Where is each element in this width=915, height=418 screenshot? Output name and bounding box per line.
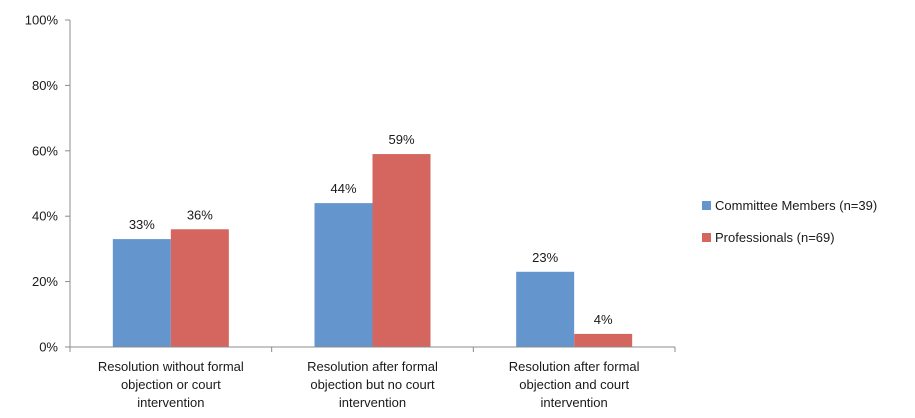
data-labels: 33% 44% 23% 36% 59% 4%	[129, 132, 613, 327]
bars	[112, 154, 633, 347]
x-category-label-line: objection and court	[519, 377, 629, 392]
x-category-label-line: intervention	[137, 395, 204, 410]
x-category-label: Resolution after formal objection but no …	[307, 359, 438, 410]
bar-committee-members	[516, 271, 575, 347]
y-tick-label: 0%	[39, 340, 58, 355]
bar-professionals	[574, 333, 633, 347]
y-tick-label: 80%	[32, 78, 58, 93]
y-tick-label: 100%	[25, 13, 59, 28]
data-label-committee-members: 33%	[129, 217, 155, 232]
legend-swatch-committee-members	[702, 200, 711, 210]
y-tick-label: 20%	[32, 274, 58, 289]
y-tick-label: 60%	[32, 143, 58, 158]
x-category-label-line: Resolution without formal	[98, 359, 244, 374]
bar-committee-members	[112, 239, 171, 347]
data-label-professionals: 59%	[388, 132, 414, 147]
legend-label-professionals: Professionals (n=69)	[715, 229, 835, 245]
legend-item-committee-members: Committee Members (n=39)	[702, 196, 877, 214]
data-label-professionals: 36%	[187, 207, 213, 222]
data-label-committee-members: 23%	[532, 250, 558, 265]
x-category-label-line: Resolution after formal	[509, 359, 640, 374]
data-label-committee-members: 44%	[330, 181, 356, 196]
y-axis: 0% 20% 40% 60% 80% 100%	[25, 13, 71, 355]
y-tick-label: 40%	[32, 209, 58, 224]
legend: Committee Members (n=39) Professionals (…	[702, 196, 877, 260]
x-category-label: Resolution after formal objection and cou…	[509, 359, 640, 410]
data-label-professionals: 4%	[594, 312, 613, 327]
x-axis: Resolution without formal objection or co…	[69, 346, 676, 410]
bar-committee-members	[314, 203, 373, 347]
x-category-label-line: Resolution after formal	[307, 359, 438, 374]
legend-item-professionals: Professionals (n=69)	[702, 228, 877, 246]
legend-swatch-professionals	[702, 232, 711, 242]
bar-professionals	[170, 229, 229, 347]
x-category-label-line: intervention	[339, 395, 406, 410]
legend-label-committee-members: Committee Members (n=39)	[715, 197, 878, 213]
x-category-label-line: objection or court	[121, 377, 221, 392]
bar-professionals	[372, 154, 431, 347]
x-category-label: Resolution without formal objection or co…	[98, 359, 244, 410]
x-category-label-line: intervention	[541, 395, 608, 410]
x-category-label-line: objection but no court	[310, 377, 435, 392]
